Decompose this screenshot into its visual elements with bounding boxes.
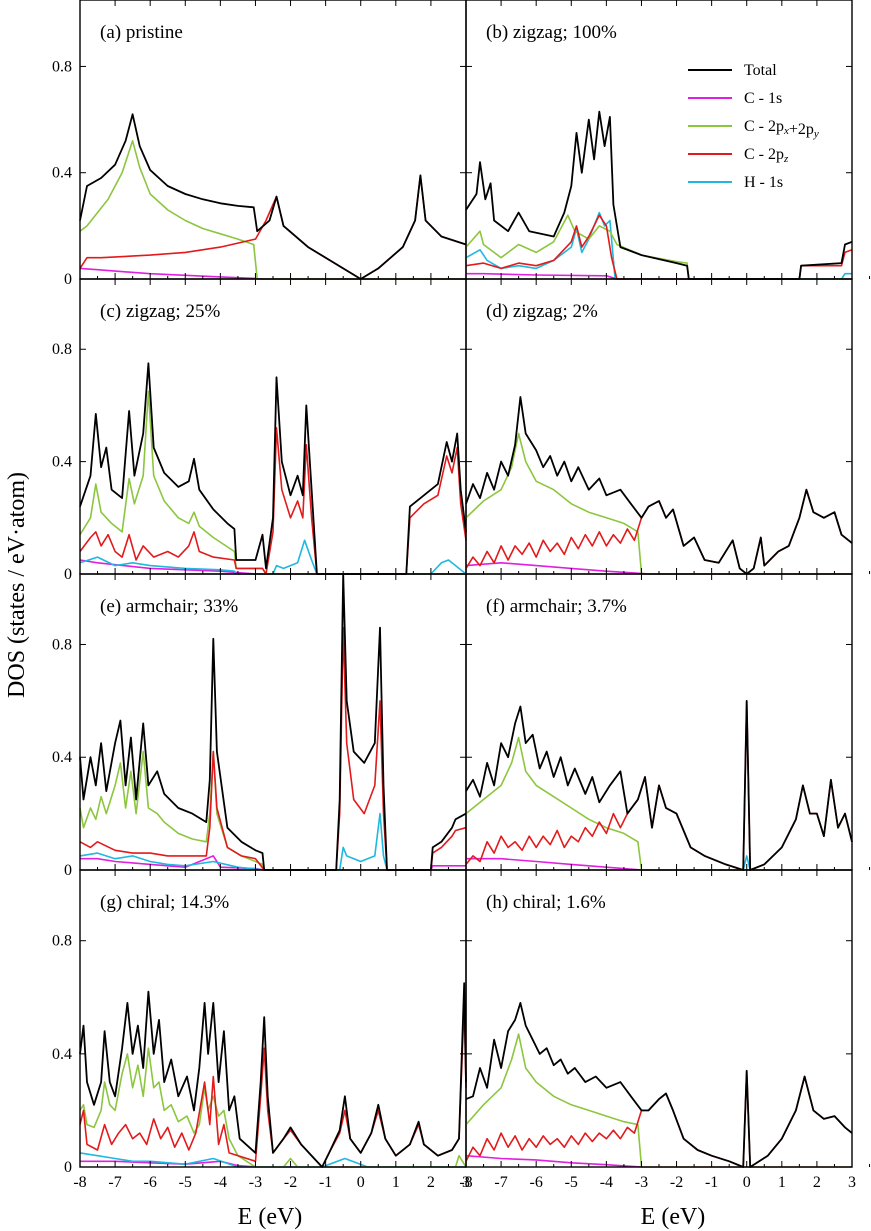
series-line-h-1s: [742, 855, 751, 871]
x-tick-label: -3: [635, 1174, 648, 1191]
x-tick-label: -2: [670, 1174, 683, 1191]
series-line-total: [79, 113, 467, 280]
panel-h: (h) chiral; 1.6% -8 -7 -6 -5 -4 -3 -2 -1 0 1 2 3: [459, 869, 871, 1191]
series-line-h-1s: [79, 812, 466, 871]
x-tick-label: -7: [494, 1174, 507, 1191]
series-line-c-2px-2py: [465, 1033, 852, 1168]
panel-c: 0 0.4 0.8 (c) zigzag; 25%: [52, 278, 485, 583]
series-line-total: [465, 700, 853, 871]
panels-group: 00.40.8(a) pristine (b) zigzag; 100%00.40…: [52, 0, 871, 1191]
legend-label: H - 1s: [744, 174, 783, 191]
panel-label-g: (g) chiral; 14.3%: [100, 892, 229, 913]
legend-item: C - 2pz: [688, 146, 789, 165]
legend-label: C - 2pz: [744, 146, 789, 165]
x-axis-title-left: E (eV): [238, 1204, 303, 1230]
series-line-c-2pz: [79, 427, 467, 575]
series-line-c-2px-2py: [79, 750, 466, 871]
panel-e: 0 0.4 0.8 (e) armchair; 33%: [52, 573, 485, 879]
y-axis-title: DOS (states / eV·atom): [4, 472, 30, 698]
series-line-total: [465, 396, 853, 575]
legend-item: C - 2px+2py: [688, 118, 819, 140]
panel-label-d: (d) zigzag; 2%: [486, 301, 598, 322]
series-line-c-2pz: [465, 1070, 853, 1168]
y-tick-label: 0.8: [52, 636, 72, 653]
x-tick-label: -1: [319, 1174, 332, 1191]
legend-label: C - 2px+2py: [744, 118, 819, 140]
x-tick-label: 3: [848, 1174, 856, 1191]
x-tick-label: -5: [565, 1174, 578, 1191]
legend-label: Total: [744, 62, 777, 79]
x-tick-label: -5: [179, 1174, 192, 1191]
panel-frame: [79, 869, 467, 1168]
series-line-h-1s: [79, 539, 467, 575]
y-tick-label: 0.4: [52, 749, 72, 766]
x-tick-label: -6: [144, 1174, 157, 1191]
x-axis-title-right: E (eV): [641, 1204, 706, 1230]
panel-label-b: (b) zigzag; 100%: [486, 22, 617, 43]
x-tick-label: 2: [427, 1174, 435, 1191]
x-tick-label: 1: [778, 1174, 786, 1191]
x-tick-label: -8: [73, 1174, 86, 1191]
x-tick-label: -3: [249, 1174, 262, 1191]
legend-item: H - 1s: [688, 174, 783, 191]
panel-label-h: (h) chiral; 1.6%: [486, 892, 606, 913]
series-line-c-2px-2py: [465, 214, 852, 280]
y-tick-label: 0: [64, 1159, 72, 1176]
series-line-c-2px-2py: [465, 432, 852, 575]
series-line-c-2px-2py: [79, 140, 466, 280]
y-tick-label: 0.4: [52, 454, 72, 471]
panel-frame: [465, 573, 853, 871]
series-line-c-2px-2py: [465, 736, 852, 871]
x-tick-label: 1: [392, 1174, 400, 1191]
panel-d: (d) zigzag; 2%: [465, 278, 871, 575]
y-tick-label: 0: [64, 271, 72, 288]
x-tick-label: -8: [459, 1174, 472, 1191]
legend-item: Total: [688, 62, 777, 79]
legend: Total C - 1s C - 2px+2py C - 2pz H - 1s: [688, 62, 819, 191]
panel-a: 0 0.4 0.8 (a) pristine: [52, 0, 485, 288]
series-line-c-2pz: [79, 174, 467, 280]
y-tick-label: 0: [64, 862, 72, 879]
series-line-c-2pz: [79, 626, 467, 871]
x-tick-label: -7: [108, 1174, 121, 1191]
series-line-total: [79, 573, 467, 871]
panel-label-e: (e) armchair; 33%: [100, 596, 238, 617]
series-line-total: [79, 362, 467, 575]
x-tick-label: -4: [214, 1174, 227, 1191]
series-line-total: [465, 1002, 853, 1168]
y-tick-label: 0.4: [52, 1046, 72, 1063]
panel-label-c: (c) zigzag; 25%: [100, 301, 220, 322]
legend-item: C - 1s: [688, 90, 782, 107]
x-tick-label: 0: [743, 1174, 751, 1191]
x-tick-label: 3: [462, 1174, 470, 1191]
y-tick-label: 0.8: [52, 933, 72, 950]
x-tick-label: -4: [600, 1174, 613, 1191]
x-tick-label: 2: [813, 1174, 821, 1191]
legend-label: C - 1s: [744, 90, 782, 107]
panel-label-f: (f) armchair; 3.7%: [486, 596, 627, 617]
y-tick-label: 0.4: [52, 165, 72, 182]
panel-g: 0 0.4 0.8 (g) chiral; 14.3% -8 -7 -6 -5 -4 -3 -2 -1…: [52, 869, 485, 1191]
panel-f: (f) armchair; 3.7%: [465, 573, 871, 871]
series-line-h-1s: [79, 1152, 466, 1168]
x-tick-label: -1: [705, 1174, 718, 1191]
x-tick-label: 0: [357, 1174, 365, 1191]
y-tick-label: 0.8: [52, 341, 72, 358]
panel-b: (b) zigzag; 100%: [465, 0, 871, 280]
y-tick-label: 0: [64, 566, 72, 583]
series-line-total: [79, 982, 467, 1168]
panel-label-a: (a) pristine: [100, 22, 183, 43]
x-tick-label: -2: [284, 1174, 297, 1191]
y-tick-label: 0.8: [52, 58, 72, 75]
panel-frame: [79, 573, 467, 871]
x-tick-label: -6: [530, 1174, 543, 1191]
